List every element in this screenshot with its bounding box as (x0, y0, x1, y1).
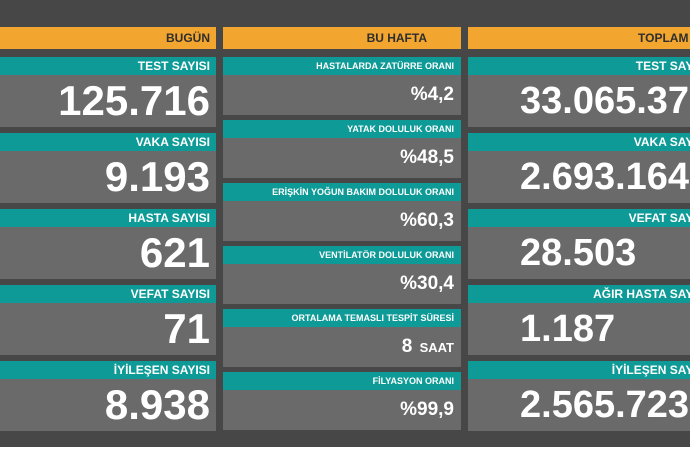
week-stat-value-box: %60,3 (223, 201, 461, 241)
total-stat-card: TEST SAYISI 33.065.377 (468, 57, 690, 127)
today-column: BUGÜN TEST SAYISI 125.716 VAKA SAYISI 9.193… (0, 27, 216, 437)
today-stat-value-box: 9.193 (0, 151, 216, 203)
today-stat-label: İYİLEŞEN SAYISI (0, 361, 216, 379)
total-stat-value: 33.065.377 (520, 80, 690, 122)
week-stat-card: HASTALARDA ZATÜRRE ORANI %4,2 (223, 57, 461, 115)
week-stat-value-box: %4,2 (223, 75, 461, 115)
today-stat-label: VEFAT SAYISI (0, 285, 216, 303)
today-stat-value-box: 621 (0, 227, 216, 279)
week-stat-label: FİLYASYON ORANI (223, 372, 461, 390)
week-stat-label: YATAK DOLULUK ORANI (223, 120, 461, 138)
week-stat-card: YATAK DOLULUK ORANI %48,5 (223, 120, 461, 178)
week-stat-value: 8 (401, 336, 413, 357)
today-stat-card: VEFAT SAYISI 71 (0, 285, 216, 355)
today-stat-label: HASTA SAYISI (0, 209, 216, 227)
total-stat-card: VAKA SAYISI 2.693.164 (468, 133, 690, 203)
total-stat-value-box: 2.693.164 (468, 151, 690, 203)
week-stat-value-box: 8 SAAT (223, 327, 461, 367)
today-stat-card: İYİLEŞEN SAYISI 8.938 (0, 361, 216, 431)
week-header: BU HAFTA (223, 27, 461, 49)
week-column: BU HAFTA HASTALARDA ZATÜRRE ORANI %4,2 YAT… (223, 27, 461, 437)
today-stat-value-box: 8.938 (0, 379, 216, 431)
total-stat-label: İYİLEŞEN SAYISI (468, 361, 690, 379)
total-stat-value: 28.503 (520, 232, 637, 274)
total-stat-value: 2.693.164 (520, 156, 690, 198)
total-stat-value-box: 1.187 (468, 303, 690, 355)
today-stat-label: TEST SAYISI (0, 57, 216, 75)
week-stat-card: ORTALAMA TEMASLI TESPİT SÜRESİ 8 SAAT (223, 309, 461, 367)
covid-stats-board: BUGÜN TEST SAYISI 125.716 VAKA SAYISI 9.193… (0, 0, 690, 447)
today-header: BUGÜN (0, 27, 216, 49)
total-stat-value: 1.187 (520, 308, 616, 350)
total-stat-label: TEST SAYISI (468, 57, 690, 75)
today-stat-card: HASTA SAYISI 621 (0, 209, 216, 279)
total-stat-value-box: 28.503 (468, 227, 690, 279)
week-stat-value-box: %99,9 (223, 390, 461, 430)
week-stat-unit: SAAT (419, 340, 454, 355)
week-stat-value-box: %48,5 (223, 138, 461, 178)
today-stat-value-box: 125.716 (0, 75, 216, 127)
total-column: TOPLAM TEST SAYISI 33.065.377 VAKA SAYISI 2… (468, 27, 690, 437)
week-stat-card: FİLYASYON ORANI %99,9 (223, 372, 461, 430)
total-header: TOPLAM (468, 27, 690, 49)
week-stat-value-box: %30,4 (223, 264, 461, 304)
total-stat-card: AĞIR HASTA SAYISI 1.187 (468, 285, 690, 355)
week-stat-label: VENTİLATÖR DOLULUK ORANI (223, 246, 461, 264)
today-stat-value: 8.938 (104, 381, 210, 428)
week-stat-value: %60,3 (400, 210, 454, 231)
total-stat-value-box: 2.565.723 (468, 379, 690, 431)
today-stat-card: VAKA SAYISI 9.193 (0, 133, 216, 203)
week-stat-card: VENTİLATÖR DOLULUK ORANI %30,4 (223, 246, 461, 304)
week-stat-value: %99,9 (400, 399, 454, 420)
week-stat-label: ERİŞKİN YOĞUN BAKIM DOLULUK ORANI (223, 183, 461, 201)
week-stat-card: ERİŞKİN YOĞUN BAKIM DOLULUK ORANI %60,3 (223, 183, 461, 241)
total-stat-value-box: 33.065.377 (468, 75, 690, 127)
week-stat-value: %30,4 (400, 273, 454, 294)
total-stat-card: İYİLEŞEN SAYISI 2.565.723 (468, 361, 690, 431)
week-stat-value: %48,5 (400, 147, 454, 168)
total-stat-card: VEFAT SAYISI 28.503 (468, 209, 690, 279)
today-stat-value: 621 (139, 229, 210, 276)
total-stat-value: 2.565.723 (520, 384, 690, 426)
today-stat-value: 71 (163, 305, 210, 352)
week-stat-label: ORTALAMA TEMASLI TESPİT SÜRESİ (223, 309, 461, 327)
today-stat-value-box: 71 (0, 303, 216, 355)
total-stat-label: VAKA SAYISI (468, 133, 690, 151)
week-stat-value: %4,2 (410, 84, 454, 105)
today-stat-value: 9.193 (104, 153, 210, 200)
today-stat-card: TEST SAYISI 125.716 (0, 57, 216, 127)
total-stat-label: VEFAT SAYISI (468, 209, 690, 227)
today-stat-value: 125.716 (58, 77, 210, 124)
today-stat-label: VAKA SAYISI (0, 133, 216, 151)
total-stat-label: AĞIR HASTA SAYISI (468, 285, 690, 303)
week-stat-label: HASTALARDA ZATÜRRE ORANI (223, 57, 461, 75)
